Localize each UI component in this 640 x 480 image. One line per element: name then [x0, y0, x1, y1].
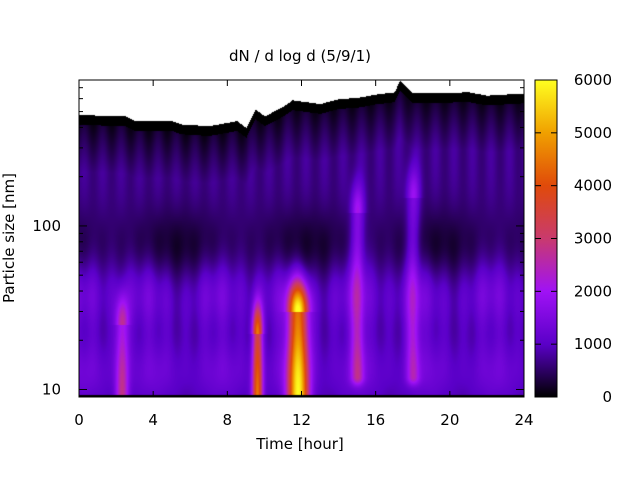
colorbar-tick-label: 2000 [574, 282, 612, 300]
x-axis-ticks: 0 4 8 12 16 20 24 [74, 80, 534, 429]
colorbar-tick-label: 3000 [574, 230, 612, 248]
colorbar-ticks: 0 1000 2000 3000 4000 5000 6000 [535, 71, 612, 406]
colorbar-tick-label: 5000 [574, 124, 612, 142]
y-axis-label: Particle size [nm] [0, 173, 18, 303]
x-tick-label: 12 [292, 411, 311, 429]
colorbar-tick-label: 4000 [574, 177, 612, 195]
x-tick-label: 8 [223, 411, 233, 429]
x-tick-label: 4 [148, 411, 158, 429]
x-tick-label: 16 [366, 411, 385, 429]
y-tick-label: 10 [42, 381, 61, 399]
heatmap-plot-area [78, 79, 525, 398]
x-tick-label: 20 [440, 411, 459, 429]
colorbar-tick-label: 1000 [574, 335, 612, 353]
x-axis-label: Time [hour] [255, 435, 344, 453]
y-tick-label: 100 [32, 217, 61, 235]
colorbar-tick-label: 6000 [574, 71, 612, 89]
colorbar: 0 1000 2000 3000 4000 5000 6000 [534, 71, 612, 406]
chart-title: dN / d log d (5/9/1) [229, 47, 371, 65]
heatmap-image [79, 80, 524, 397]
x-tick-label: 0 [74, 411, 84, 429]
x-tick-label: 24 [514, 411, 533, 429]
y-axis-ticks: 10 100 [32, 87, 524, 399]
colorbar-tick-label: 0 [602, 388, 612, 406]
